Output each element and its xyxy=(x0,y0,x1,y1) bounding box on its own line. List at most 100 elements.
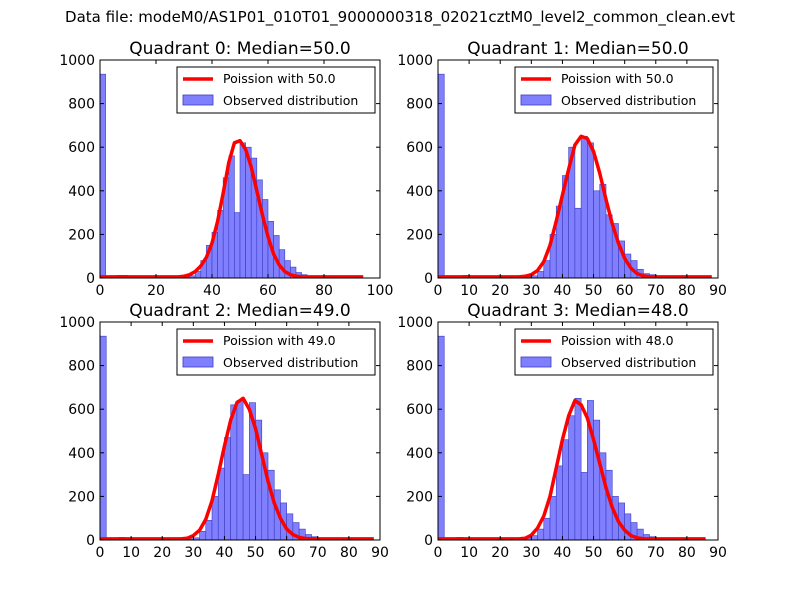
hist-bar xyxy=(100,73,106,278)
hist-bar xyxy=(593,190,601,278)
x-tick-label: 60 xyxy=(616,283,634,299)
y-tick-label: 200 xyxy=(68,489,95,505)
legend-bar-swatch xyxy=(182,356,214,368)
x-tick-label: 40 xyxy=(203,283,221,299)
x-tick-label: 70 xyxy=(647,283,665,299)
x-tick-label: 20 xyxy=(147,283,165,299)
x-tick-label: 60 xyxy=(616,545,634,561)
x-tick-label: 50 xyxy=(585,283,603,299)
x-tick-label: 0 xyxy=(96,283,105,299)
hist-bar xyxy=(537,528,545,540)
legend-label: Observed distribution xyxy=(223,93,358,108)
y-tick-label: 800 xyxy=(406,97,433,113)
hist-bar xyxy=(438,73,445,278)
legend-label: Observed distribution xyxy=(561,93,696,108)
y-tick-label: 1000 xyxy=(59,53,95,69)
hist-bar xyxy=(199,530,207,540)
y-tick-label: 600 xyxy=(68,140,95,156)
x-tick-label: 40 xyxy=(554,545,572,561)
x-tick-label: 10 xyxy=(460,545,478,561)
hist-bar xyxy=(438,335,445,540)
x-tick-label: 0 xyxy=(96,545,105,561)
axes-frame xyxy=(437,59,719,279)
legend-box xyxy=(176,328,376,376)
x-tick-label: 80 xyxy=(678,283,696,299)
y-tick-label: 400 xyxy=(68,446,95,462)
x-tick-label: 100 xyxy=(367,283,394,299)
subplot-title: Quadrant 2: Median=49.0 xyxy=(129,301,351,321)
y-tick-label: 200 xyxy=(68,227,95,243)
legend-label: Observed distribution xyxy=(561,355,696,370)
hist-bar xyxy=(230,404,238,540)
x-tick-label: 30 xyxy=(522,545,540,561)
x-tick-label: 20 xyxy=(491,283,509,299)
hist-bar xyxy=(574,207,582,278)
hist-bar xyxy=(568,415,576,540)
y-tick-label: 1000 xyxy=(397,315,433,331)
y-tick-label: 1000 xyxy=(397,53,433,69)
x-tick-label: 30 xyxy=(184,545,202,561)
y-tick-label: 1000 xyxy=(59,315,95,331)
hist-bar xyxy=(234,212,241,278)
y-tick-label: 0 xyxy=(86,271,95,287)
poisson-line xyxy=(438,398,706,540)
hist-bar xyxy=(228,155,235,278)
axes-frame xyxy=(437,321,719,541)
x-tick-label: 40 xyxy=(554,283,572,299)
figure-suptitle: Data file: modeM0/AS1P01_010T01_90000003… xyxy=(65,8,735,26)
legend: Poission with 50.0 Observed distribution xyxy=(514,66,714,114)
hist-bar xyxy=(239,142,246,278)
y-tick-label: 0 xyxy=(424,533,433,549)
y-tick-label: 800 xyxy=(68,359,95,375)
plot-area-0 xyxy=(100,73,364,278)
x-tick-label: 60 xyxy=(278,545,296,561)
hist-bar xyxy=(580,136,588,278)
y-tick-label: 600 xyxy=(68,402,95,418)
hist-bar xyxy=(205,520,213,540)
legend-bar-swatch xyxy=(520,356,552,368)
y-tick-label: 0 xyxy=(86,533,95,549)
x-tick-label: 50 xyxy=(585,545,603,561)
hist-bar xyxy=(587,142,594,278)
axes-frame xyxy=(99,321,381,541)
legend-label: Poission with 48.0 xyxy=(561,333,674,348)
legend-label: Poission with 50.0 xyxy=(223,71,336,86)
y-tick-label: 400 xyxy=(406,184,433,200)
x-tick-label: 70 xyxy=(309,545,327,561)
x-tick-label: 30 xyxy=(522,283,540,299)
subplot-title: Quadrant 1: Median=50.0 xyxy=(467,39,689,59)
y-tick-label: 0 xyxy=(424,271,433,287)
legend-label: Poission with 50.0 xyxy=(561,71,674,86)
legend-bar-swatch xyxy=(182,94,214,106)
legend-bar-swatch xyxy=(520,94,552,106)
x-tick-label: 20 xyxy=(491,545,509,561)
y-tick-label: 400 xyxy=(406,446,433,462)
x-tick-label: 0 xyxy=(434,283,443,299)
x-tick-label: 80 xyxy=(678,545,696,561)
subplot-2: 0 10 20 30 40 50 60 70 80 90 0 200 400 600 800 1000 Quad… xyxy=(59,301,389,561)
x-tick-label: 40 xyxy=(216,545,234,561)
legend: Poission with 50.0 Observed distribution xyxy=(176,66,376,114)
x-tick-label: 80 xyxy=(340,545,358,561)
x-tick-label: 0 xyxy=(434,545,443,561)
hist-bar xyxy=(286,513,294,540)
hist-bar xyxy=(236,400,244,540)
hist-bar xyxy=(580,472,588,540)
x-tick-label: 80 xyxy=(315,283,333,299)
hist-bar xyxy=(574,397,582,540)
subplot-3: 0 10 20 30 40 50 60 70 80 90 0 200 400 600 800 1000 Quad… xyxy=(397,301,727,561)
x-tick-label: 60 xyxy=(259,283,277,299)
plot-area-2 xyxy=(100,335,374,540)
hist-bar xyxy=(537,271,545,278)
x-tick-label: 90 xyxy=(709,545,727,561)
y-tick-label: 800 xyxy=(406,359,433,375)
poisson-line xyxy=(438,134,712,278)
hist-bar xyxy=(549,496,557,540)
axes-frame xyxy=(99,59,381,279)
legend: Poission with 48.0 Observed distribution xyxy=(514,328,714,376)
hist-bar xyxy=(242,474,250,540)
hist-bar xyxy=(543,517,551,540)
